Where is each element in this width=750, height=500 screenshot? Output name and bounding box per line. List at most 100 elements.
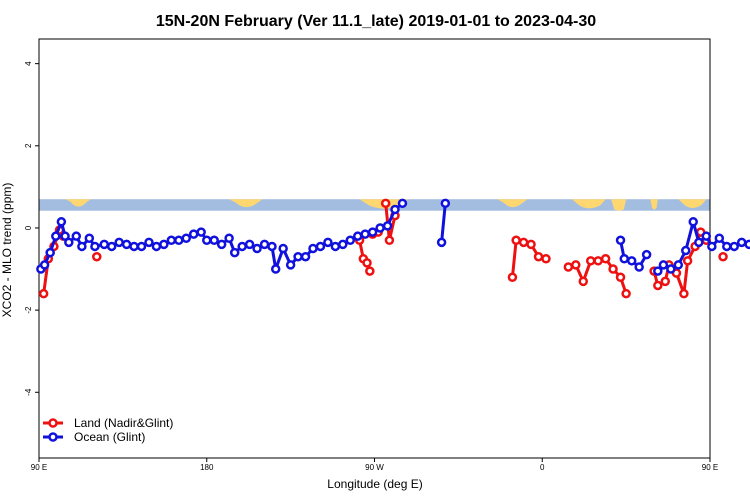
x-tick-label: 90 E [31, 463, 47, 472]
data-point [84, 233, 95, 243]
x-axis-label: Longitude (deg E) [327, 477, 422, 491]
data-point [666, 264, 676, 274]
data-point [202, 235, 212, 246]
x-tick-label: 0 [540, 463, 545, 472]
data-point [92, 251, 102, 262]
data-point [166, 235, 177, 246]
series-layer [36, 198, 750, 299]
land-mask-band [39, 199, 710, 211]
data-point [278, 243, 288, 254]
data-point [362, 258, 372, 268]
data-point [653, 266, 663, 276]
data-point [188, 229, 199, 239]
data-point [718, 251, 728, 262]
data-point [209, 235, 219, 246]
data-point [330, 241, 341, 252]
data-point [571, 260, 581, 270]
y-tick-label: 2 [24, 143, 33, 148]
data-point [338, 239, 348, 250]
data-point [136, 241, 147, 252]
data-point [682, 256, 693, 266]
data-point [352, 231, 363, 241]
data-point [563, 262, 574, 272]
data-point [518, 237, 529, 248]
data-point [736, 237, 747, 248]
legend-land-marker [48, 418, 58, 428]
data-point [38, 288, 49, 299]
x-tick-label: 90 E [702, 463, 718, 472]
data-point [608, 264, 618, 274]
y-tick-label: -4 [24, 388, 33, 396]
data-point [45, 247, 55, 258]
chart-title: 15N-20N February (Ver 11.1_late) 2019-01… [156, 13, 596, 30]
data-point [511, 235, 521, 246]
data-point [634, 262, 644, 272]
data-point [64, 237, 74, 248]
land-blob [572, 199, 606, 209]
data-point [159, 239, 169, 250]
data-point [121, 239, 132, 250]
data-point [39, 260, 50, 270]
data-point [380, 198, 391, 209]
series-line [440, 203, 447, 243]
data-point [259, 239, 270, 250]
x-tick-label: 180 [200, 463, 214, 472]
data-point [106, 241, 117, 252]
data-point [224, 233, 234, 243]
data-point [533, 251, 544, 262]
data-point [653, 280, 663, 291]
data-point [621, 288, 631, 299]
data-point [99, 239, 109, 250]
data-point [688, 217, 698, 227]
data-point [345, 235, 356, 246]
data-point [216, 239, 227, 250]
data-point [626, 256, 637, 266]
data-point [707, 241, 717, 252]
data-point [673, 260, 684, 270]
data-point [585, 256, 596, 266]
y-axis: -4 -2 0 2 4 [24, 61, 39, 396]
data-point [744, 239, 750, 250]
x-axis: 90 E 180 90 W 0 90 E [31, 458, 718, 472]
data-point [252, 243, 262, 254]
data-point [181, 233, 191, 243]
data-point [615, 235, 626, 246]
data-point [367, 227, 378, 237]
data-point [729, 241, 739, 252]
data-point [56, 217, 67, 227]
data-point [384, 235, 395, 246]
data-point [144, 237, 154, 248]
land-blob [229, 199, 263, 208]
legend-land-label: Land (Nadir&Glint) [74, 416, 173, 430]
data-point [600, 254, 611, 264]
data-point [658, 260, 669, 270]
data-point [694, 237, 704, 248]
data-point [526, 239, 536, 250]
data-point [114, 237, 124, 248]
data-point [360, 229, 370, 239]
land-blob [65, 199, 92, 207]
data-point [375, 223, 385, 233]
data-point [641, 249, 652, 260]
data-point [300, 251, 311, 262]
data-point [196, 227, 206, 237]
data-point [323, 237, 333, 248]
land-blob [650, 199, 658, 210]
data-point [390, 204, 400, 215]
y-tick-label: 0 [24, 225, 33, 230]
data-point [151, 241, 162, 252]
data-point [90, 241, 100, 252]
data-point [593, 256, 603, 266]
data-point [382, 221, 393, 231]
data-point [77, 241, 87, 252]
data-point [267, 241, 277, 252]
data-point [174, 235, 184, 246]
data-point [308, 243, 318, 254]
data-point [365, 266, 375, 276]
data-point [397, 198, 408, 209]
data-point [436, 237, 447, 248]
data-point [714, 233, 725, 243]
data-point [270, 264, 281, 274]
y-axis-label: XCO2 - MLO trend (ppm) [0, 183, 14, 318]
